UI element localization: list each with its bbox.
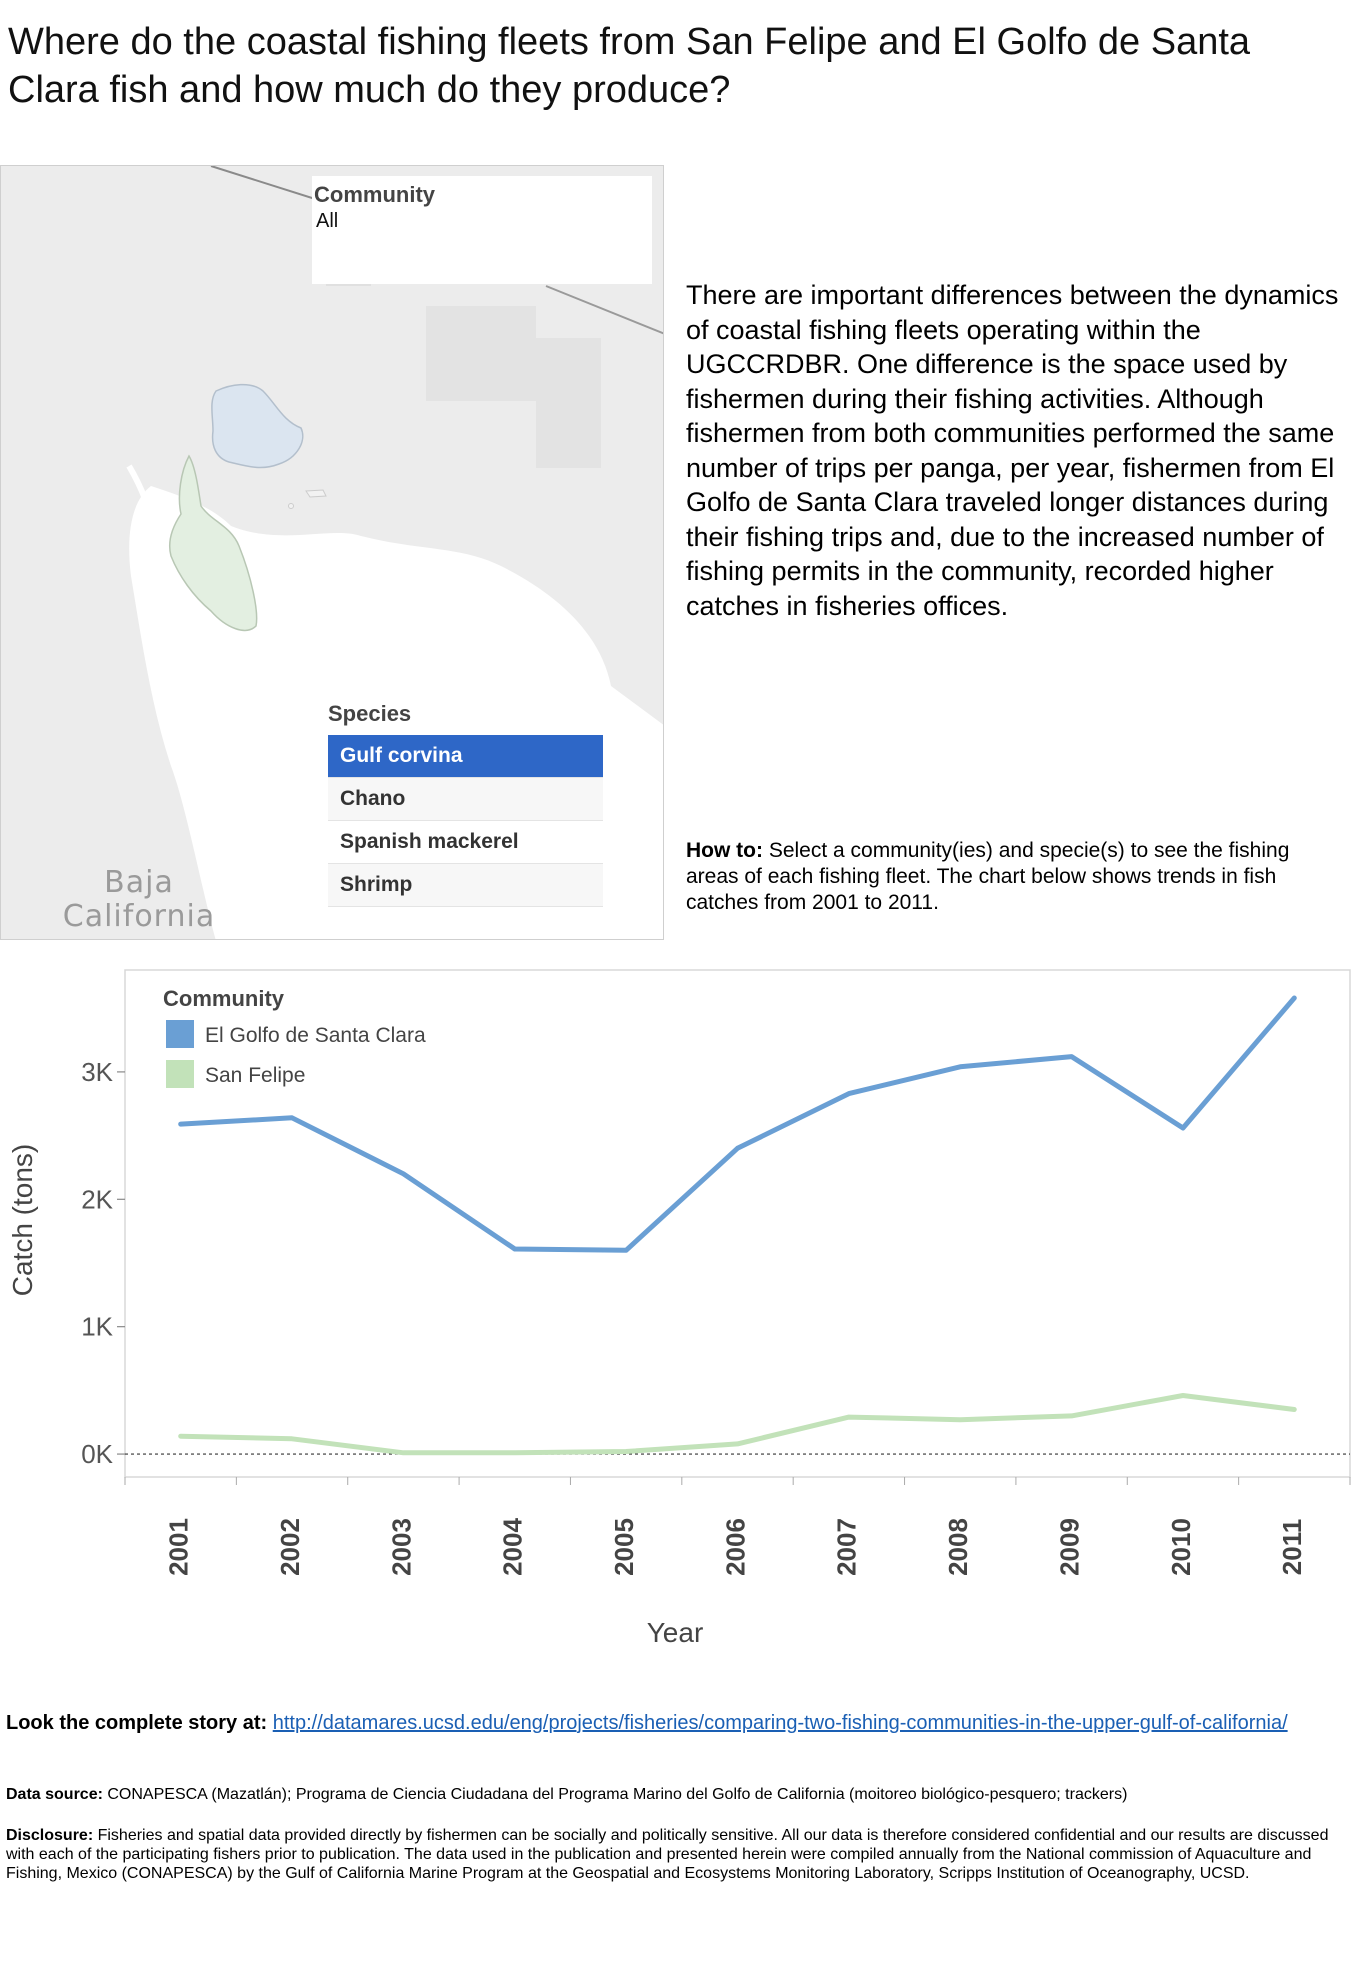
x-axis-title: Year	[647, 1617, 704, 1648]
island	[288, 503, 294, 509]
y-axis-title: Catch (tons)	[7, 1144, 38, 1297]
species-filter: Species Gulf corvina Chano Spanish macke…	[328, 701, 603, 907]
fishing-area-map[interactable]: Community All Species Gulf corvina Chano…	[0, 165, 664, 940]
island	[305, 489, 327, 498]
land-parcel	[536, 338, 601, 468]
river-channel	[126, 464, 166, 617]
howto-label: How to:	[686, 839, 763, 862]
disclosure-text: Fisheries and spatial data provided dire…	[6, 1827, 1329, 1882]
legend-title: Community	[163, 986, 285, 1011]
story-link-block: Look the complete story at: http://datam…	[6, 1710, 1336, 1737]
road-line	[210, 166, 332, 205]
x-tick-label: 2007	[832, 1518, 862, 1576]
map-label-line1: Baja	[104, 865, 174, 900]
data-source-text: CONAPESCA (Mazatlán); Programa de Cienci…	[102, 1786, 1128, 1803]
howto-body: Select a community(ies) and specie(s) to…	[686, 839, 1290, 914]
catch-line-chart[interactable]: 0K 1K 2K 3K 2001 2002 2003 2004 2005 2006 2007 2008…	[0, 960, 1360, 1650]
x-tick-label: 2001	[164, 1518, 194, 1576]
san-felipe-fishing-area	[169, 454, 258, 632]
description-text: There are important differences between …	[686, 280, 1339, 621]
y-tick-label: 3K	[81, 1057, 113, 1087]
data-source: Data source: CONAPESCA (Mazatlán); Progr…	[6, 1784, 1336, 1806]
land-parcel	[426, 306, 536, 401]
story-link-label: Look the complete story at:	[6, 1712, 268, 1734]
howto-text: How to: Select a community(ies) and spec…	[686, 838, 1336, 916]
x-tick-label: 2009	[1054, 1518, 1084, 1576]
disclosure-label: Disclosure:	[6, 1827, 94, 1844]
disclosure: Disclosure: Fisheries and spatial data p…	[6, 1826, 1336, 1883]
legend-swatch	[166, 1020, 194, 1048]
baja-california-map-label: Baja California	[59, 866, 219, 934]
page-title: Where do the coastal fishing fleets from…	[8, 21, 1251, 111]
community-filter-value[interactable]: All	[316, 210, 339, 232]
legend-swatch	[166, 1060, 194, 1088]
series-line-san-felipe	[178, 1393, 1297, 1456]
species-option-spanish-mackerel[interactable]: Spanish mackerel	[328, 821, 603, 864]
legend-label: El Golfo de Santa Clara	[205, 1024, 426, 1047]
x-tick-label: 2005	[609, 1518, 639, 1576]
x-tick-label: 2010	[1166, 1518, 1196, 1576]
y-tick-label: 0K	[81, 1439, 113, 1469]
x-tick-label: 2004	[498, 1518, 528, 1576]
species-option-chano[interactable]: Chano	[328, 778, 603, 821]
x-tick-label: 2008	[943, 1518, 973, 1576]
community-filter-label: Community	[314, 182, 435, 207]
x-tick-label: 2011	[1277, 1519, 1307, 1575]
map-label-line2: California	[62, 899, 216, 934]
series-line-el-golfo-de-santa-clara	[178, 995, 1297, 1253]
y-tick-label: 1K	[81, 1312, 113, 1342]
community-filter[interactable]: Community All	[312, 176, 652, 284]
species-option-gulf-corvina[interactable]: Gulf corvina	[328, 735, 603, 778]
data-source-label: Data source:	[6, 1786, 103, 1803]
x-tick-label: 2002	[275, 1518, 305, 1576]
y-tick-label: 2K	[81, 1184, 113, 1214]
road-line	[545, 285, 663, 335]
x-tick-label: 2003	[386, 1518, 416, 1576]
species-filter-label: Species	[328, 701, 412, 726]
x-tick-label: 2006	[720, 1518, 750, 1576]
legend-label: San Felipe	[205, 1064, 305, 1087]
species-option-shrimp[interactable]: Shrimp	[328, 864, 603, 907]
plot-frame	[124, 969, 1351, 1478]
story-link[interactable]: http://datamares.ucsd.edu/eng/projects/f…	[272, 1712, 1288, 1734]
golfo-fishing-area	[211, 383, 304, 469]
